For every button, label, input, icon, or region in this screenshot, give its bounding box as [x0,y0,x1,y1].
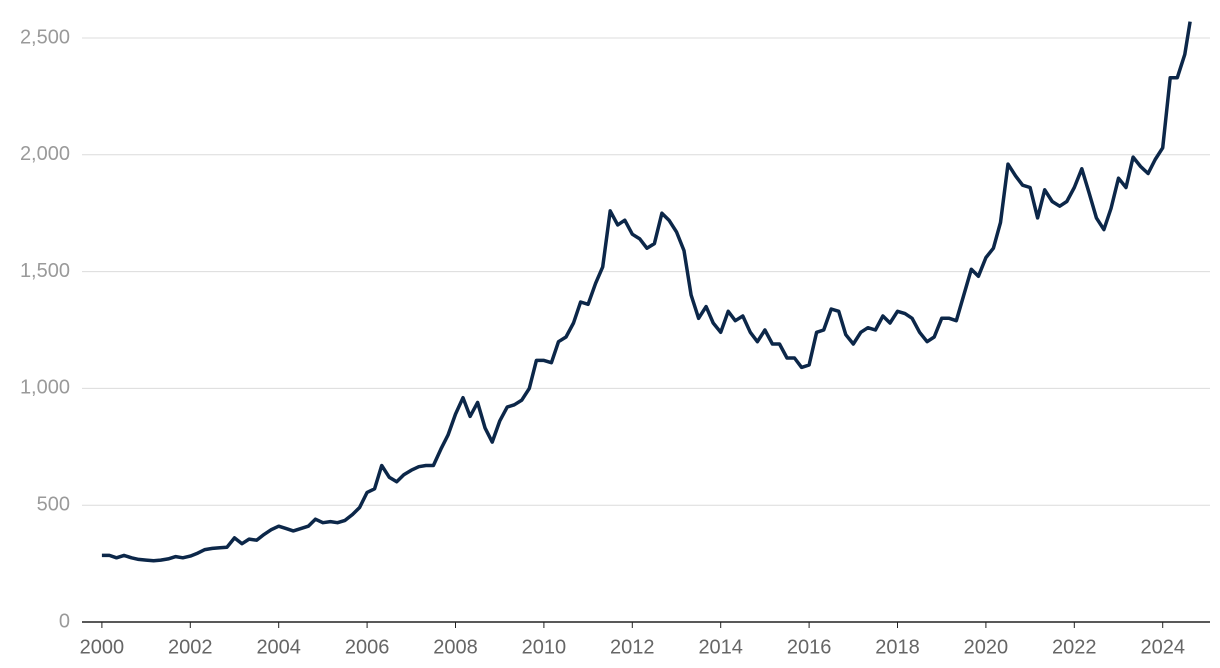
y-tick-label: 1,000 [20,377,70,399]
x-tick-label: 2020 [964,636,1009,658]
x-tick-label: 2016 [787,636,832,658]
x-tick-label: 2018 [875,636,920,658]
y-tick-label: 2,500 [20,26,70,48]
x-tick-label: 2002 [168,636,213,658]
y-tick-label: 1,500 [20,260,70,282]
x-tick-label: 2004 [256,636,301,658]
x-tick-label: 2006 [345,636,390,658]
x-tick-label: 2000 [80,636,125,658]
x-tick-label: 2014 [698,636,743,658]
x-tick-label: 2012 [610,636,655,658]
y-tick-label: 2,000 [20,143,70,165]
price-line [101,21,1192,563]
x-tick-label: 2024 [1140,636,1185,658]
x-tick-label: 2010 [522,636,567,658]
y-tick-label: 0 [59,610,70,632]
y-tick-label: 500 [37,493,70,515]
x-tick-label: 2008 [433,636,478,658]
x-tick-label: 2022 [1052,636,1097,658]
